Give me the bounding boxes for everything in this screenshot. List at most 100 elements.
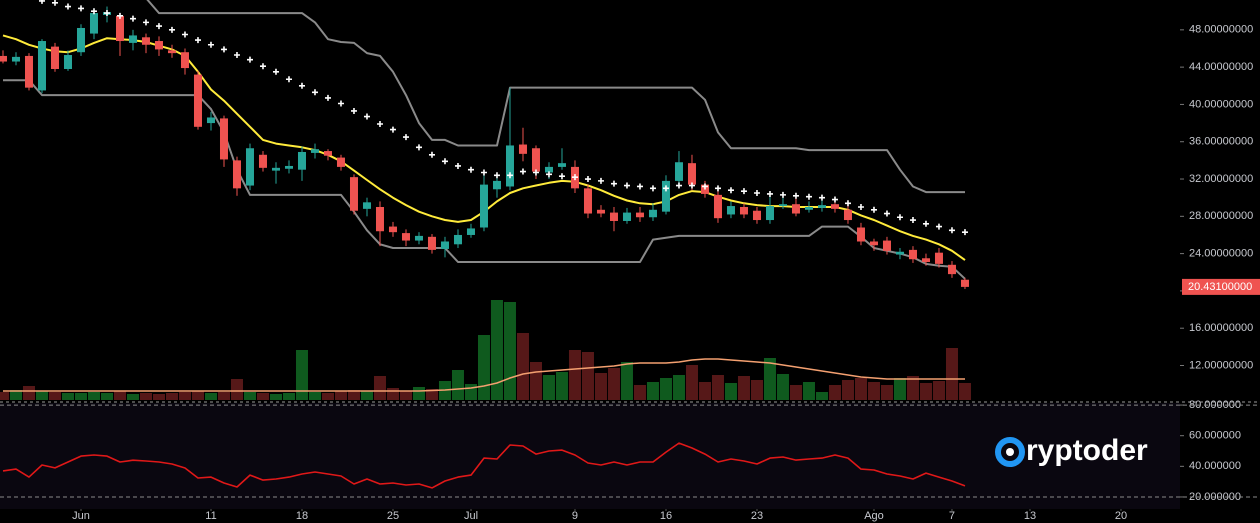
candle-body xyxy=(557,163,566,167)
candle-body xyxy=(336,157,345,167)
volume-bar xyxy=(308,392,321,400)
sar-dot xyxy=(155,23,162,30)
rsi-pane xyxy=(0,403,1180,509)
candle-body xyxy=(89,13,98,34)
volume-bar xyxy=(854,378,867,400)
sar-dot xyxy=(272,68,279,75)
volume-bar xyxy=(698,382,711,400)
candle-body xyxy=(167,50,176,54)
sar-dot xyxy=(740,188,747,195)
volume-bar xyxy=(594,373,607,400)
sar-dot xyxy=(298,82,305,89)
y-tick-label: 28.00000000 xyxy=(1189,210,1253,222)
sar-dot xyxy=(259,63,266,70)
sar-dot xyxy=(467,166,474,173)
sar-dot xyxy=(415,144,422,151)
sar-dot xyxy=(649,185,656,192)
candle-body xyxy=(843,209,852,221)
volume-bar xyxy=(880,385,893,400)
candle-body xyxy=(323,151,332,156)
sar-dot xyxy=(558,173,565,180)
candle-body xyxy=(388,226,397,233)
volume-bar xyxy=(451,370,464,400)
candle-body xyxy=(76,27,85,53)
candle-body xyxy=(895,251,904,255)
rsi-plot xyxy=(2,442,966,489)
volume-bar xyxy=(321,393,334,400)
sar-dot xyxy=(584,176,591,183)
volume-bar xyxy=(672,375,685,400)
logo-ring xyxy=(995,437,1025,467)
volume-bar xyxy=(48,392,61,400)
volume-bar xyxy=(607,368,620,400)
volume-bar xyxy=(776,374,789,400)
volume-bar xyxy=(191,391,204,400)
y-tick-label: 16.00000000 xyxy=(1189,322,1253,334)
sar-dot xyxy=(610,180,617,187)
sar-dot xyxy=(194,37,201,44)
sar-dot xyxy=(389,126,396,133)
candle-body xyxy=(804,206,813,210)
volume-bar xyxy=(685,365,698,400)
candle-body xyxy=(180,52,189,69)
volume-bar xyxy=(399,391,412,400)
candle-body xyxy=(583,188,592,214)
volume-bar xyxy=(334,391,347,400)
candle-body xyxy=(882,240,891,251)
sar-dot xyxy=(922,220,929,227)
candle-body xyxy=(50,46,59,69)
volume-bar xyxy=(932,381,945,400)
sar-dot xyxy=(350,107,357,114)
sar-dot xyxy=(129,15,136,22)
sar-dot xyxy=(818,194,825,201)
x-tick-label: 16 xyxy=(660,510,672,522)
candle-body xyxy=(817,205,826,208)
sar-dot xyxy=(38,0,45,4)
sar-dot xyxy=(948,227,955,234)
rsi-tick-label: 60.000000 xyxy=(1189,430,1241,442)
candle-body xyxy=(414,235,423,241)
candle-body xyxy=(245,148,254,186)
volume-bar xyxy=(542,375,555,400)
candle-body xyxy=(739,206,748,215)
candle-body xyxy=(297,151,306,170)
candle-body xyxy=(609,212,618,221)
volume-bar xyxy=(646,382,659,400)
volume-bar xyxy=(464,384,477,400)
candle-body xyxy=(24,55,33,88)
candle-body xyxy=(466,228,475,235)
sar-dot xyxy=(168,26,175,33)
volume-bar xyxy=(750,380,763,400)
sar-dot xyxy=(116,12,123,19)
volume-bar xyxy=(243,392,256,400)
candle-body xyxy=(908,249,917,260)
sar-dot xyxy=(909,217,916,224)
volume-bar xyxy=(555,372,568,400)
candle-body xyxy=(648,209,657,218)
last-price-label: 20.43100000 xyxy=(1188,281,1252,293)
volume-bar xyxy=(360,391,373,400)
price-pane xyxy=(0,0,971,400)
watermark: ryptoder xyxy=(995,434,1148,467)
volume-bar xyxy=(386,388,399,400)
x-tick-label: 25 xyxy=(387,510,399,522)
volume-bar xyxy=(0,392,9,400)
volume-bar xyxy=(659,378,672,400)
volume-bar xyxy=(503,302,516,400)
sar-dot xyxy=(935,223,942,230)
sar-dot xyxy=(181,31,188,38)
sar-dot xyxy=(454,162,461,169)
logo-dot xyxy=(1006,448,1014,456)
volume-bar xyxy=(711,375,724,400)
candle-body xyxy=(960,279,969,287)
sar-dot xyxy=(480,169,487,176)
candle-body xyxy=(219,118,228,160)
sar-dot xyxy=(142,19,149,26)
sar-dot xyxy=(792,192,799,199)
volume-bar xyxy=(490,300,503,400)
volume-bar xyxy=(100,393,113,400)
overlay-line xyxy=(3,79,966,280)
candle-body xyxy=(154,41,163,50)
volume-bar xyxy=(412,387,425,400)
